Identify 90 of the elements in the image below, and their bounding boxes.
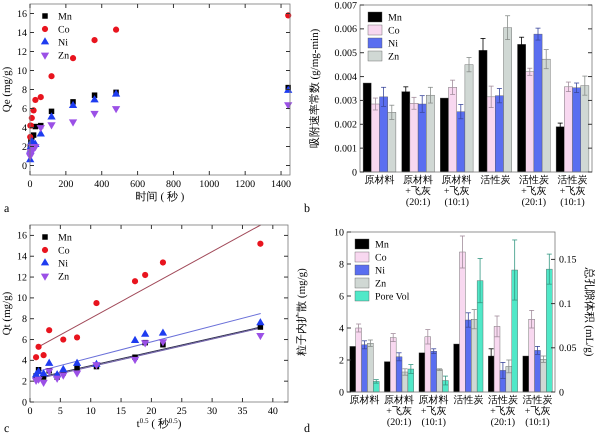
y-tick-label: 2 (22, 142, 27, 153)
legend-label: Pore Vol (375, 291, 410, 302)
y2-tick-label: 0.05 (559, 343, 576, 354)
y-tick-label: 10 (334, 227, 344, 238)
x-tick-label: 原材料+飞灰 (10:1) (442, 174, 472, 208)
y-axis-title: 吸附速率常数 (g/mg-min) (308, 28, 321, 148)
text: b (304, 201, 310, 215)
x-tick-label: 活性炭 (453, 394, 484, 406)
y-tick-label: 8 (22, 314, 27, 326)
text: a (4, 201, 10, 215)
x-tick-label: 原材料+飞灰 (20:1) (384, 394, 414, 428)
legend-label: Zn (58, 271, 70, 282)
legend-label: Ni (58, 258, 68, 270)
y-tick-label: 0.005 (334, 48, 357, 60)
legend-label: Ni (58, 37, 68, 48)
legend-label: Co (58, 24, 70, 36)
y-tick-label: 0.003 (334, 96, 357, 107)
y-tick-label: 0.007 (334, 0, 357, 12)
y-tick-label: 8 (22, 84, 27, 96)
legend-label: Co (375, 252, 387, 264)
x-tick-label: 30 (207, 406, 218, 417)
y-tick-label: 2 (339, 355, 344, 366)
x-tick-label: 800 (166, 179, 181, 190)
legend-label: Co (58, 245, 70, 256)
x-tick-label: 25 (176, 406, 187, 417)
x-tick-label: 活性炭+飞灰 (20:1) (488, 394, 518, 428)
x-tick-label: 1200 (235, 179, 256, 190)
x-tick-label: 原材料+飞灰 (10:1) (418, 394, 449, 428)
y-tick-label: 0.004 (334, 72, 357, 83)
y-tick-label: 10 (17, 66, 27, 77)
y-tick-label: 0 (352, 167, 357, 178)
y-tick-label: 12 (17, 46, 27, 58)
y-axis-title: Qt (mg/g) (1, 291, 13, 336)
x-tick-label: 活性炭+飞灰 (10:1) (522, 394, 553, 428)
y-tick-label: 16 (17, 230, 27, 242)
legend-label: Mn (58, 232, 72, 244)
x-tick-label: 活性炭+飞灰 (20:1) (518, 174, 549, 208)
y-tick-label: 14 (17, 252, 27, 263)
y2-axis-title: 总孔隙体积 (mL/g) (583, 266, 596, 357)
y-axis-title: 粒子内扩散 (mg/g) (295, 268, 308, 356)
x-tick-label: 10 (86, 406, 96, 417)
x-tick-label: 5 (58, 406, 63, 417)
y2-tick-label: 0.15 (559, 254, 576, 266)
y-tick-label: 6 (22, 104, 27, 115)
y-tick-label: 8 (339, 259, 344, 270)
text: c (4, 421, 10, 435)
legend-label: Zn (58, 50, 70, 62)
legend-label: Zn (388, 51, 400, 62)
x-tick-label: 15 (116, 406, 126, 417)
y2-tick-label: 0 (559, 387, 564, 398)
y-tick-label: 4 (339, 323, 344, 334)
legend-label: Co (388, 25, 400, 36)
legend-label: Mn (388, 12, 402, 24)
x-tick-label: 1400 (271, 179, 292, 190)
y-tick-label: 0.002 (334, 120, 357, 131)
y-tick-label: 6 (22, 334, 27, 346)
x-tick-label: 40 (268, 406, 278, 417)
y2-tick-label: 0.1 (559, 298, 572, 310)
y-tick-label: 16 (17, 8, 27, 20)
y-tick-label: 0.006 (334, 24, 357, 36)
legend-label: Ni (388, 38, 398, 50)
y-tick-label: 0 (339, 387, 344, 398)
y-tick-label: 4 (22, 122, 27, 134)
x-tick-label: 1000 (199, 179, 220, 190)
y-tick-label: 10 (17, 293, 27, 304)
x-tick-label: 20 (146, 406, 156, 417)
x-tick-label: 活性炭+飞灰 (10:1) (558, 174, 588, 208)
legend-label: Mn (58, 11, 72, 22)
x-axis-title: 时间 ( 秒 ) (136, 190, 185, 203)
x-tick-label: 600 (130, 179, 146, 190)
y-tick-label: 6 (339, 291, 344, 302)
x-tick-label: 原材料+飞灰 (20:1) (403, 174, 434, 208)
y-axis-title: Qe (mg/g) (1, 66, 13, 112)
x-tick-label: 35 (237, 406, 248, 417)
x-tick-label: 200 (58, 179, 74, 190)
legend-label: Mn (375, 239, 389, 250)
y-tick-label: 0 (22, 160, 27, 172)
text: d (304, 421, 310, 435)
y-tick-label: 2 (22, 376, 27, 388)
y-tick-label: 0.001 (334, 143, 357, 154)
y-tick-label: 14 (17, 28, 27, 39)
y-tick-label: 4 (22, 356, 27, 367)
x-axis-title: t$^{0.5}$ ( 秒$^{0.5}$) (136, 417, 182, 430)
y-tick-label: 12 (17, 272, 27, 284)
legend-label: Ni (375, 265, 386, 276)
x-tick-label: 原材料 (349, 394, 380, 406)
x-tick-label: 400 (94, 179, 110, 190)
x-tick-label: 活性炭 (480, 174, 510, 186)
x-tick-label: 原材料 (364, 174, 394, 186)
legend-label: Zn (375, 278, 386, 290)
